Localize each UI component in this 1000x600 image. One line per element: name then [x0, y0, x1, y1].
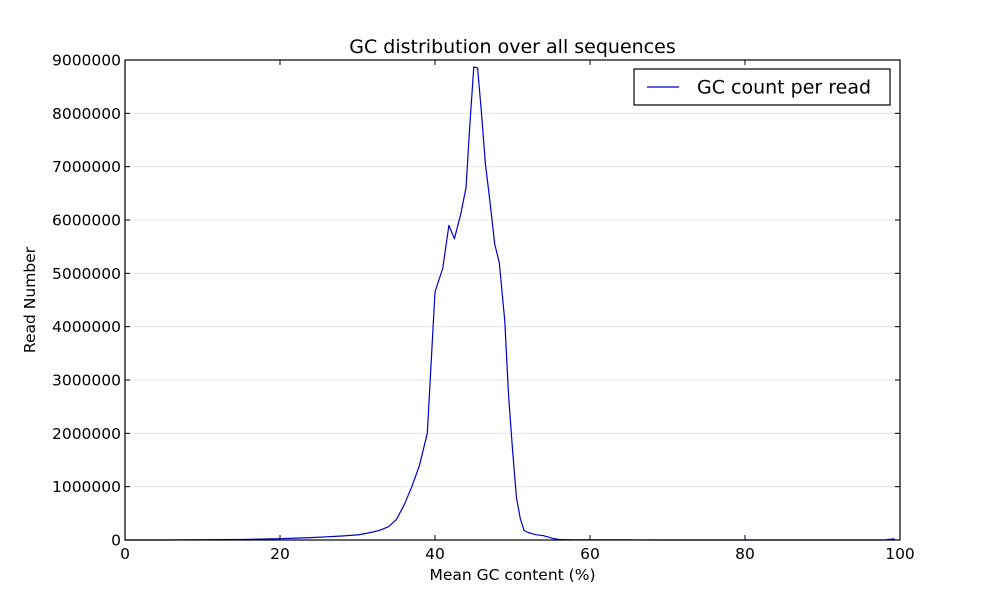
- y-tick-label-7: 7000000: [52, 158, 121, 176]
- y-axis-label: Read Number: [21, 246, 39, 353]
- x-tick-label-3: 60: [580, 545, 600, 563]
- y-tick-label-2: 2000000: [52, 425, 121, 443]
- y-tick-label-9: 9000000: [52, 52, 121, 70]
- legend: GC count per read: [633, 68, 891, 106]
- legend-entry-label: GC count per read: [697, 77, 871, 99]
- plot-frame: [124, 59, 901, 541]
- x-tick-label-1: 20: [270, 545, 290, 563]
- ticks: 0 1000000 2000000 3000000 4000000 5000000 6000…: [52, 52, 915, 564]
- y-tick-label-4: 4000000: [52, 318, 121, 336]
- y-tick-label-6: 6000000: [52, 212, 121, 230]
- y-tick-label-1: 1000000: [52, 478, 121, 496]
- grid: [125, 112, 900, 488]
- y-tick-label-3: 3000000: [52, 372, 121, 390]
- x-tick-label-2: 40: [425, 545, 445, 563]
- y-tick-label-8: 8000000: [52, 105, 121, 123]
- chart-title: GC distribution over all sequences: [349, 36, 675, 58]
- x-tick-label-0: 0: [120, 545, 130, 563]
- x-tick-label-5: 100: [885, 545, 915, 563]
- x-axis-label: Mean GC content (%): [429, 566, 595, 584]
- x-tick-label-4: 80: [735, 545, 755, 563]
- y-tick-label-5: 5000000: [52, 265, 121, 283]
- y-tick-label-0: 0: [111, 532, 121, 550]
